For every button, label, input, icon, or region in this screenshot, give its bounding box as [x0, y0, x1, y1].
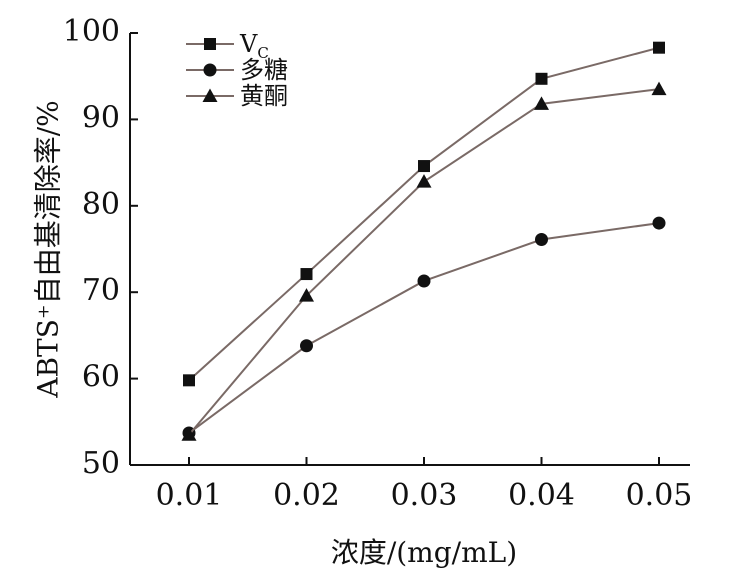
y-tick-label: 60: [82, 360, 120, 395]
series-2: [182, 216, 666, 440]
series-layer: [181, 41, 667, 441]
y-tick-label: 80: [82, 187, 120, 222]
data-point-circle: [652, 216, 666, 230]
y-axis: 50 60 70 80 90 100: [63, 14, 138, 481]
data-point-triangle: [651, 81, 667, 96]
legend-marker-triangle: [202, 88, 218, 102]
legend-label: VC: [239, 30, 269, 62]
x-axis-title: 浓度/(mg/mL): [331, 536, 517, 569]
legend-marker-circle: [203, 63, 217, 77]
series-1: [183, 41, 665, 387]
data-point-triangle: [416, 174, 432, 188]
legend-label: 多糖: [240, 56, 288, 84]
data-point-square: [418, 160, 430, 173]
legend-entry-1: VC: [186, 30, 269, 62]
legend-marker-square: [204, 38, 216, 50]
data-point-triangle: [299, 288, 314, 302]
data-point-circle: [300, 339, 313, 353]
x-tick-label: 0.03: [391, 478, 458, 513]
x-tick-label: 0.02: [273, 478, 340, 513]
y-tick-label: 90: [82, 100, 120, 135]
data-point-square: [300, 268, 313, 281]
y-tick-label: 50: [82, 446, 120, 481]
legend-entry-2: 多糖: [186, 56, 288, 84]
data-point-circle: [535, 232, 548, 246]
series-line: [188, 88, 660, 436]
data-point-triangle: [181, 427, 197, 441]
data-point-circle: [417, 274, 431, 288]
x-axis: 0.01 0.02 0.03 0.04 0.05: [130, 457, 692, 513]
data-point-square: [535, 72, 548, 85]
series-3: [181, 81, 667, 441]
y-axis-title: ABTS⁺自由基清除率/%: [32, 100, 65, 398]
data-point-square: [653, 41, 665, 54]
x-tick-label: 0.01: [156, 478, 223, 513]
y-tick-label: 70: [82, 273, 120, 308]
series-line: [188, 222, 660, 434]
y-ticks: 50 60 70 80 90 100: [63, 14, 138, 481]
x-tick-label: 0.05: [626, 478, 693, 513]
x-tick-label: 0.04: [508, 478, 575, 513]
data-point-triangle: [534, 96, 549, 110]
legend-entry-3: 黄酮: [186, 82, 288, 110]
x-ticks: 0.01 0.02 0.03 0.04 0.05: [156, 457, 693, 513]
data-point-square: [183, 374, 195, 387]
y-tick-label: 100: [63, 14, 120, 49]
legend-label: 黄酮: [240, 82, 288, 110]
